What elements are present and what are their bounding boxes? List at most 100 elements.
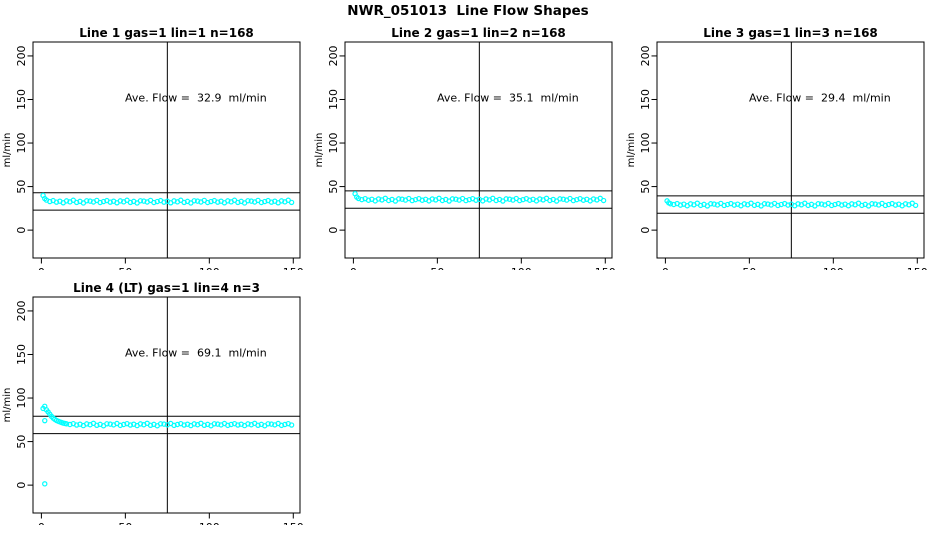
y-tick-label: 150 bbox=[639, 89, 652, 110]
data-point bbox=[419, 197, 425, 203]
data-point bbox=[137, 421, 144, 427]
data-point bbox=[466, 196, 472, 203]
data-point bbox=[711, 201, 717, 207]
data-point bbox=[765, 201, 771, 207]
x-tick-label: 50 bbox=[118, 266, 132, 270]
data-point bbox=[892, 202, 899, 208]
avg-flow-annotation: Ave. Flow = 69.1 ml/min bbox=[125, 346, 267, 360]
data-point bbox=[872, 201, 879, 207]
data-point bbox=[215, 199, 221, 205]
data-point bbox=[574, 196, 580, 203]
data-point bbox=[869, 201, 875, 207]
y-tick-label: 50 bbox=[639, 180, 652, 194]
panel-line-2: 0 50 100 150 0 50 100 150 200 ml/min Line 2 gas=1… bbox=[312, 18, 624, 270]
data-point bbox=[527, 197, 533, 203]
panel-title: Line 3 gas=1 lin=3 n=168 bbox=[703, 26, 878, 40]
data-point bbox=[141, 198, 147, 204]
data-point bbox=[171, 422, 177, 429]
x-tick-label: 0 bbox=[38, 521, 45, 525]
panel-line-4-lt: 0 50 100 150 0 50 100 150 200 ml/min Line 4 (LT) … bbox=[0, 273, 312, 525]
data-point bbox=[191, 421, 197, 427]
data-point bbox=[902, 201, 909, 207]
x-tick-label: 100 bbox=[511, 266, 532, 270]
data-point bbox=[94, 422, 100, 428]
data-point bbox=[181, 422, 187, 428]
plot-box bbox=[32, 296, 301, 514]
data-point bbox=[832, 201, 838, 208]
y-tick-label: 200 bbox=[639, 45, 652, 66]
plot-box bbox=[32, 41, 301, 259]
data-point bbox=[520, 196, 526, 203]
x-tick-label: 0 bbox=[662, 266, 669, 270]
data-point bbox=[157, 421, 164, 427]
data-point bbox=[42, 417, 48, 424]
y-tick-label: 200 bbox=[15, 300, 28, 321]
data-point bbox=[409, 197, 415, 204]
data-point bbox=[483, 196, 489, 202]
x-tick-label: 100 bbox=[199, 521, 220, 525]
data-point bbox=[100, 198, 107, 205]
y-tick-label: 0 bbox=[15, 482, 28, 489]
data-point bbox=[839, 202, 845, 208]
y-tick-label: 100 bbox=[15, 133, 28, 154]
data-point bbox=[245, 421, 251, 427]
data-point bbox=[201, 422, 207, 428]
data-point bbox=[912, 202, 919, 209]
data-point bbox=[87, 198, 93, 204]
avg-flow-annotation: Ave. Flow = 32.9 ml/min bbox=[125, 91, 267, 105]
x-tick-label: 0 bbox=[38, 266, 45, 270]
data-point bbox=[600, 197, 607, 204]
data-point bbox=[557, 196, 563, 202]
data-point bbox=[97, 199, 103, 206]
data-point bbox=[775, 202, 781, 209]
data-point bbox=[248, 198, 255, 204]
data-point bbox=[506, 196, 513, 202]
y-tick-label: 100 bbox=[327, 133, 340, 154]
y-tick-label: 0 bbox=[327, 227, 340, 234]
x-tick-label: 150 bbox=[595, 266, 616, 270]
data-point bbox=[560, 196, 567, 202]
data-point bbox=[463, 197, 469, 204]
data-point bbox=[245, 198, 251, 204]
panel-line-1: 0 50 100 150 0 50 100 150 200 ml/min Line 1 gas=1… bbox=[0, 18, 312, 270]
data-point bbox=[191, 198, 197, 204]
plot-box bbox=[344, 41, 613, 259]
data-point bbox=[449, 196, 456, 202]
data-point bbox=[67, 421, 73, 428]
data-point bbox=[886, 201, 892, 208]
y-tick-label: 100 bbox=[639, 133, 652, 154]
data-point bbox=[278, 198, 285, 204]
data-point bbox=[215, 421, 221, 427]
data-point bbox=[117, 422, 124, 429]
x-tick-label: 0 bbox=[350, 266, 357, 270]
data-point bbox=[161, 199, 167, 205]
data-point bbox=[818, 201, 825, 207]
data-point bbox=[225, 422, 231, 429]
y-tick-label: 0 bbox=[639, 227, 652, 234]
data-point bbox=[174, 421, 181, 428]
data-point bbox=[161, 421, 167, 427]
data-point bbox=[104, 421, 110, 427]
data-point bbox=[268, 421, 275, 427]
data-point bbox=[154, 198, 160, 205]
data-point bbox=[396, 196, 402, 202]
data-point bbox=[107, 421, 113, 427]
data-point bbox=[721, 202, 727, 209]
data-point bbox=[262, 198, 268, 205]
data-point bbox=[778, 201, 784, 208]
data-point bbox=[63, 198, 70, 204]
data-point bbox=[785, 202, 791, 208]
data-point bbox=[258, 199, 265, 206]
data-point bbox=[151, 199, 157, 206]
x-tick-label: 150 bbox=[283, 266, 304, 270]
x-tick-label: 50 bbox=[430, 266, 444, 270]
data-point bbox=[171, 198, 177, 204]
data-point bbox=[677, 202, 684, 208]
panel-title: Line 4 (LT) gas=1 lin=4 n=3 bbox=[73, 281, 260, 295]
data-point bbox=[473, 197, 479, 203]
data-point bbox=[590, 196, 597, 202]
x-tick-label: 50 bbox=[742, 266, 756, 270]
data-point bbox=[761, 201, 768, 207]
data-point bbox=[741, 201, 748, 207]
y-tick-label: 50 bbox=[15, 180, 28, 194]
